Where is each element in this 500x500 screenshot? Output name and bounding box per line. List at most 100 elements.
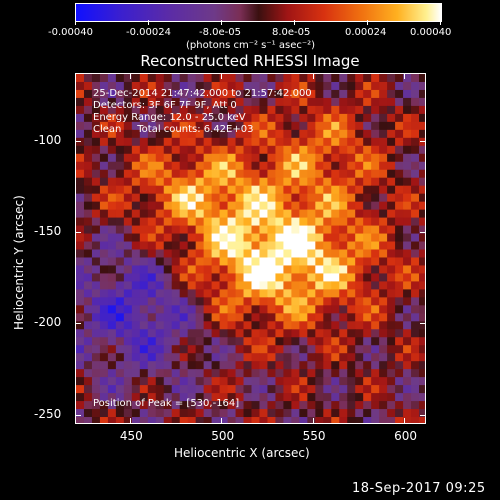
heatmap-cell <box>323 281 332 290</box>
heatmap-cell <box>195 377 205 386</box>
heatmap-cell <box>371 169 380 179</box>
heatmap-cell <box>243 145 253 155</box>
heatmap-cell <box>115 161 125 171</box>
heatmap-cell <box>363 257 372 267</box>
heatmap-cell <box>419 417 425 423</box>
heatmap-cell <box>171 233 181 243</box>
heatmap-cell <box>371 153 380 163</box>
heatmap-cell <box>347 409 356 418</box>
heatmap-cell <box>83 201 93 211</box>
heatmap-cell <box>259 281 269 290</box>
heatmap-cell <box>387 273 396 283</box>
heatmap-cell <box>219 281 229 290</box>
heatmap-cell <box>163 393 173 402</box>
heatmap-cell <box>267 353 277 362</box>
heatmap-cell <box>363 185 372 195</box>
heatmap-cell <box>307 361 316 370</box>
heatmap-cell <box>387 329 396 338</box>
heatmap-cell <box>91 385 101 394</box>
heatmap-cell <box>251 217 261 227</box>
heatmap-cell <box>76 217 85 227</box>
heatmap-cell <box>243 329 253 338</box>
heatmap-cell <box>387 209 396 219</box>
heatmap-cell <box>387 153 396 163</box>
heatmap-cell <box>411 257 420 267</box>
heatmap-cell <box>155 185 165 195</box>
heatmap-cell <box>83 257 93 267</box>
heatmap-cell <box>139 74 149 83</box>
heatmap-cell <box>411 185 420 195</box>
heatmap-cell <box>419 345 425 354</box>
heatmap-cell <box>307 233 316 243</box>
heatmap-cell <box>99 401 109 410</box>
heatmap-cell <box>131 209 141 219</box>
heatmap-cell <box>371 121 380 131</box>
x-tick-label: 450 <box>119 429 143 443</box>
heatmap-cell <box>259 153 269 163</box>
heatmap-cell <box>331 257 340 267</box>
heatmap-cell <box>315 153 324 163</box>
heatmap-cell <box>99 353 109 362</box>
heatmap-cell <box>275 225 285 235</box>
heatmap-cell <box>411 305 420 314</box>
heatmap-cell <box>315 105 324 115</box>
heatmap-cell <box>307 281 316 290</box>
heatmap-cell <box>251 265 261 275</box>
heatmap-cell <box>99 377 109 386</box>
heatmap-cell <box>307 225 316 235</box>
heatmap-cell <box>291 209 300 219</box>
heatmap-cell <box>203 401 213 410</box>
heatmap-cell <box>291 201 300 211</box>
heatmap-cell <box>379 113 388 123</box>
heatmap-cell <box>179 305 189 314</box>
heatmap-cell <box>131 337 141 346</box>
heatmap-cell <box>243 377 253 386</box>
heatmap-cell <box>251 305 261 314</box>
heatmap-cell <box>259 393 269 402</box>
heatmap-cell <box>363 329 372 338</box>
heatmap-cell <box>347 377 356 386</box>
heatmap-cell <box>395 417 404 423</box>
heatmap-cell <box>211 401 221 410</box>
heatmap-cell <box>219 113 229 123</box>
heatmap-cell <box>211 89 221 99</box>
heatmap-cell <box>91 409 101 418</box>
heatmap-cell <box>371 369 380 378</box>
heatmap-cell <box>211 209 221 219</box>
heatmap-cell <box>355 177 364 187</box>
heatmap-cell <box>299 257 308 267</box>
heatmap-cell <box>83 249 93 259</box>
heatmap-cell <box>339 177 348 187</box>
heatmap-cell <box>323 369 332 378</box>
heatmap-cell <box>115 177 125 187</box>
heatmap-cell <box>395 385 404 394</box>
heatmap-cell <box>283 385 292 394</box>
colorbar-tick-label: -8.0e-05 <box>199 27 241 38</box>
heatmap-cell <box>83 337 93 346</box>
heatmap-cell <box>347 233 356 243</box>
heatmap-cell <box>227 121 237 131</box>
heatmap-cell <box>275 305 285 314</box>
heatmap-cell <box>187 89 197 99</box>
heatmap-cell <box>171 353 181 362</box>
heatmap-cell <box>219 145 229 155</box>
x-tick-mark <box>404 418 406 424</box>
heatmap-cell <box>123 321 133 330</box>
heatmap-cell <box>211 129 221 139</box>
heatmap-cell <box>387 225 396 235</box>
heatmap-cell <box>419 217 425 227</box>
heatmap-cell <box>227 137 237 147</box>
heatmap-cell <box>76 97 85 107</box>
heatmap-cell <box>131 105 141 115</box>
heatmap-cell <box>203 161 213 171</box>
heatmap-cell <box>219 409 229 418</box>
heatmap-cell <box>195 257 205 267</box>
heatmap-cell <box>195 201 205 211</box>
heatmap-cell <box>195 193 205 203</box>
heatmap-cell <box>219 369 229 378</box>
heatmap-cell <box>331 313 340 322</box>
heatmap-cell <box>76 225 85 235</box>
heatmap-cell <box>419 265 425 275</box>
heatmap-cell <box>419 74 425 83</box>
heatmap-cell <box>291 305 300 314</box>
